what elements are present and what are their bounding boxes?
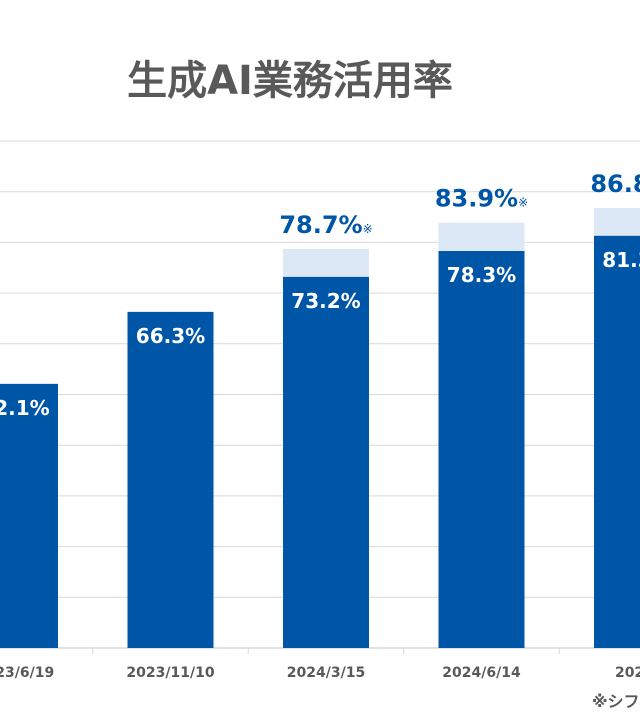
x-tick-label: 2023/6/19 — [0, 665, 54, 681]
value-label: 78.3% — [447, 263, 516, 287]
value-label: 73.2% — [291, 289, 360, 313]
bar — [0, 383, 58, 648]
x-tick-label: 2024/ — [615, 665, 640, 681]
bar — [594, 235, 640, 648]
bar — [283, 276, 369, 648]
x-tick-label: 2024/6/14 — [442, 665, 521, 681]
x-tick-label: 2024/3/15 — [287, 665, 365, 681]
total-label: 83.9%※ — [435, 185, 528, 213]
value-label: 52.1% — [0, 396, 50, 420]
chart-title: 生成AI業務活用率 — [127, 58, 453, 104]
value-label: 66.3% — [136, 324, 205, 348]
bar-total-segment — [594, 207, 640, 236]
x-tick-label: 2023/11/10 — [126, 665, 214, 681]
bar — [438, 251, 525, 649]
bar-total-segment — [283, 248, 369, 277]
bar — [127, 311, 214, 648]
total-label: 86.8%※ — [590, 170, 640, 198]
footnote: ※シフ — [592, 692, 640, 711]
bar-total-segment — [438, 222, 525, 252]
value-label: 81.3% — [602, 248, 640, 272]
total-label: 78.7%※ — [279, 211, 372, 239]
